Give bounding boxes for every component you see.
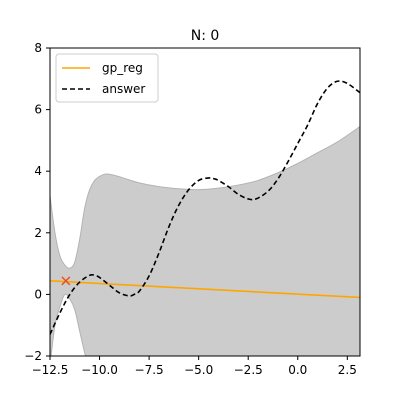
y-tick-label: 8 <box>34 41 42 55</box>
y-tick-label: 0 <box>34 287 42 301</box>
y-tick-label: 2 <box>34 226 42 240</box>
x-tick-label: −10.0 <box>81 363 118 377</box>
legend: gp_reg answer <box>56 54 158 102</box>
x-tick-label: −5.0 <box>184 363 213 377</box>
confidence-band <box>50 127 360 400</box>
y-tick-label: 4 <box>34 164 42 178</box>
x-tick-label: −12.5 <box>32 363 69 377</box>
y-tick-label: −2 <box>24 349 42 363</box>
x-tick-label: −7.5 <box>135 363 164 377</box>
legend-label-gp-reg: gp_reg <box>102 61 143 75</box>
x-tick-label: 0.0 <box>288 363 307 377</box>
chart-title: N: 0 <box>191 28 220 44</box>
y-tick-label: 6 <box>34 103 42 117</box>
x-tick-label: −2.5 <box>234 363 263 377</box>
x-tick-label: 2.5 <box>338 363 357 377</box>
legend-label-answer: answer <box>102 82 145 96</box>
